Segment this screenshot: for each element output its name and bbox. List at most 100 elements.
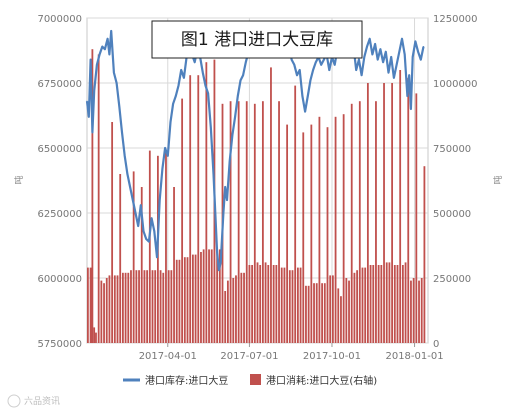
y-tick-label-left: 6750000 xyxy=(37,79,82,90)
bar xyxy=(418,280,420,343)
line-point xyxy=(369,38,371,40)
bar xyxy=(383,83,385,343)
bar xyxy=(210,249,213,343)
bar xyxy=(412,278,415,343)
bar xyxy=(240,272,243,343)
line-point xyxy=(320,64,322,66)
line-point xyxy=(96,64,98,66)
line-point xyxy=(216,251,218,253)
bar xyxy=(205,62,208,343)
bar xyxy=(310,124,313,343)
bar xyxy=(245,101,248,343)
line-point xyxy=(355,69,357,71)
legend: 港口库存:进口大豆 港口消耗:进口大豆(右轴) xyxy=(123,374,377,387)
line-point xyxy=(142,230,145,232)
line-point xyxy=(214,212,216,214)
bar xyxy=(113,275,116,343)
line-point xyxy=(371,53,373,56)
line-point xyxy=(153,230,155,232)
bar xyxy=(111,122,114,343)
bar xyxy=(93,327,96,343)
bar xyxy=(167,270,170,343)
x-tick-label: 2018-01-01 xyxy=(385,351,443,362)
y-axis-unit-left: 吨 xyxy=(13,175,25,184)
bar xyxy=(124,272,127,343)
chart-title-box: 图1 港口进口大豆库 xyxy=(151,20,363,59)
bar xyxy=(420,278,423,343)
line-point xyxy=(124,155,126,157)
line-point xyxy=(307,95,309,97)
bar xyxy=(138,270,140,343)
line-point xyxy=(420,59,422,61)
bar xyxy=(108,275,111,343)
line-point xyxy=(422,46,425,48)
bar xyxy=(388,262,391,343)
line-point xyxy=(177,85,180,87)
bar xyxy=(315,283,318,343)
line-point xyxy=(234,116,236,118)
line-point xyxy=(382,61,384,63)
line-point xyxy=(299,69,301,71)
line-point xyxy=(113,72,115,74)
bar xyxy=(105,278,108,343)
y-tick-label-right: 750000 xyxy=(433,144,471,155)
bar xyxy=(173,187,175,343)
line-point xyxy=(156,256,158,258)
bar xyxy=(380,265,383,343)
line-point xyxy=(220,261,222,263)
legend-label-consumption: 港口消耗:进口大豆(右轴) xyxy=(266,374,377,387)
bar xyxy=(334,116,337,343)
bar xyxy=(423,166,426,343)
y-tick-label-left: 6250000 xyxy=(37,209,82,220)
bar xyxy=(302,132,305,343)
bar xyxy=(393,265,396,343)
line-point xyxy=(140,204,142,206)
bar xyxy=(340,296,342,343)
line-point xyxy=(116,82,118,84)
bar xyxy=(361,267,364,343)
y-tick-label-left: 5750000 xyxy=(37,339,82,350)
bar xyxy=(404,262,407,343)
bar xyxy=(146,270,149,343)
bar xyxy=(91,49,94,343)
bar xyxy=(248,265,251,343)
bar xyxy=(218,249,221,343)
line-point xyxy=(366,46,368,48)
bar xyxy=(348,280,350,343)
line-point xyxy=(183,77,185,79)
watermark: 六品资讯 xyxy=(7,394,60,408)
line-point xyxy=(212,173,215,175)
y-tick-label-right: 0 xyxy=(433,339,439,350)
bar xyxy=(337,288,340,343)
bar xyxy=(318,116,321,343)
line-point xyxy=(169,121,172,123)
watermark-logo-icon xyxy=(7,394,21,408)
line-point xyxy=(328,69,330,71)
bar xyxy=(345,278,348,343)
line-point xyxy=(93,90,95,92)
line-point xyxy=(204,85,207,87)
line-point xyxy=(210,126,212,128)
line-point xyxy=(180,69,182,71)
line-point xyxy=(161,168,163,170)
bar xyxy=(299,267,302,343)
bar xyxy=(189,75,192,343)
bar xyxy=(275,265,278,343)
bar xyxy=(407,77,410,344)
bar xyxy=(278,101,280,343)
bar xyxy=(401,265,404,343)
line-point xyxy=(360,74,363,76)
y-tick-label-right: 500000 xyxy=(433,209,471,220)
bar xyxy=(226,280,229,343)
line-point xyxy=(334,64,336,66)
bar xyxy=(132,171,135,343)
bar xyxy=(162,272,165,343)
line-point xyxy=(379,48,382,50)
bar xyxy=(353,272,356,343)
bar xyxy=(237,101,240,343)
y-axis-unit-right: 吨 xyxy=(492,175,504,184)
line-point xyxy=(145,238,147,240)
bar xyxy=(216,249,219,343)
line-point xyxy=(91,131,93,133)
bar xyxy=(95,332,97,343)
